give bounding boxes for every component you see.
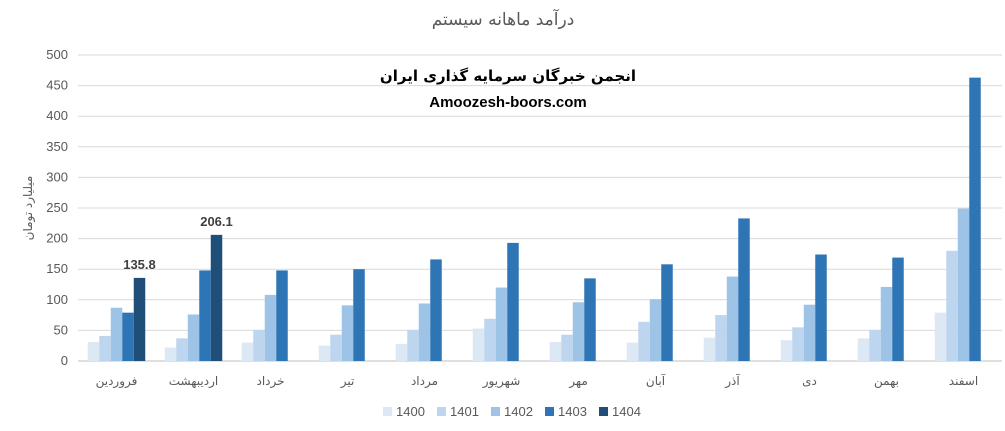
- x-tick-label: آبان: [646, 373, 666, 388]
- x-tick-label: خرداد: [256, 374, 284, 389]
- bar-1402-1: [187, 314, 200, 361]
- legend-swatch-1401: [437, 407, 446, 416]
- bar-1400-6: [549, 342, 562, 361]
- bar-1403-10: [892, 257, 904, 361]
- y-tick-label: 100: [46, 292, 68, 307]
- bar-1401-0: [99, 335, 111, 361]
- legend-entry: 1403: [558, 404, 587, 419]
- legend-entry: 1404: [612, 404, 641, 419]
- bar-1403-9: [815, 254, 827, 361]
- bar-1401-2: [253, 329, 265, 361]
- bar-1402-4: [418, 303, 431, 361]
- bar-1403-1: [199, 270, 211, 361]
- y-tick-label: 50: [54, 322, 68, 337]
- legend-swatch-1400: [383, 407, 392, 416]
- bar-1401-5: [484, 318, 496, 361]
- bar-1403-6: [584, 278, 596, 361]
- bar-1401-6: [561, 334, 573, 361]
- bar-1401-11: [946, 250, 958, 361]
- bar-1404-1: [210, 234, 223, 361]
- bar-1403-2: [276, 270, 288, 361]
- y-tick-label: 400: [46, 108, 68, 123]
- bar-1401-9: [792, 327, 804, 361]
- bar-1403-5: [507, 242, 519, 361]
- bar-1400-2: [241, 342, 254, 361]
- bar-1402-0: [110, 307, 123, 361]
- y-tick-label: 0: [61, 353, 68, 368]
- bar-1402-7: [649, 299, 662, 361]
- bar-1404-0: [133, 277, 146, 361]
- x-axis-labels: فروردین اردیبهشت خرداد تیر مرداد شهریور مهر آبا…: [96, 373, 979, 389]
- watermark-line-1: انجمن خبرگان سرمایه گذاری ایران: [380, 67, 636, 85]
- bar-1401-7: [638, 321, 650, 361]
- bar-1403-0: [122, 312, 134, 361]
- bar-1401-3: [330, 334, 342, 361]
- bar-1403-4: [430, 259, 442, 361]
- y-axis-label: میلیارد تومان: [21, 176, 36, 241]
- x-tick-label: آذر: [724, 373, 740, 389]
- bar-1402-9: [803, 304, 816, 361]
- x-tick-label: بهمن: [874, 374, 899, 389]
- y-tick-label: 450: [46, 78, 68, 93]
- bar-1402-2: [264, 294, 277, 361]
- y-tick-label: 250: [46, 200, 68, 215]
- x-tick-label: دی: [802, 374, 817, 388]
- data-label: 206.1: [200, 214, 233, 229]
- bar-1400-5: [472, 328, 485, 361]
- legend-entry: 1402: [504, 404, 533, 419]
- legend-entry: 1400: [396, 404, 425, 419]
- bar-1400-11: [934, 312, 947, 361]
- bar-1402-6: [572, 302, 585, 361]
- legend-swatch-1404: [599, 407, 608, 416]
- bar-1402-11: [957, 208, 970, 361]
- bar-1400-4: [395, 343, 408, 361]
- y-tick-label: 200: [46, 231, 68, 246]
- chart-title: درآمد ماهانه سیستم: [432, 8, 575, 30]
- bar-1403-3: [353, 269, 365, 361]
- x-tick-label: شهریور: [482, 374, 521, 389]
- bar-1400-1: [164, 347, 177, 361]
- bar-1401-8: [715, 315, 727, 361]
- x-tick-label: فروردین: [96, 374, 138, 389]
- y-tick-label: 500: [46, 47, 68, 62]
- bar-1401-10: [869, 329, 881, 361]
- bar-1403-11: [969, 77, 981, 362]
- x-tick-label: اسفند: [949, 374, 978, 388]
- bar-1400-8: [703, 337, 716, 361]
- bar-1401-1: [176, 338, 188, 361]
- legend: 1400 1401 1402 1403 1404: [383, 404, 641, 419]
- bar-1403-7: [661, 264, 673, 361]
- y-axis-ticks: 0 50 100 150 200 250 300 350 400 450 500: [46, 47, 68, 368]
- y-tick-label: 150: [46, 261, 68, 276]
- bars: [87, 77, 981, 362]
- y-tick-label: 350: [46, 139, 68, 154]
- bar-1401-4: [407, 329, 419, 361]
- legend-swatch-1403: [545, 407, 554, 416]
- watermark-line-2: Amoozesh-boors.com: [429, 94, 587, 111]
- bar-1403-8: [738, 218, 750, 361]
- bar-1400-7: [626, 342, 639, 361]
- bar-1402-10: [880, 286, 893, 361]
- bar-1400-0: [87, 342, 100, 361]
- bar-1400-3: [318, 345, 331, 361]
- legend-entry: 1401: [450, 404, 479, 419]
- data-labels: 135.8 206.1: [123, 214, 233, 272]
- data-label: 135.8: [123, 257, 156, 272]
- bar-1400-10: [857, 338, 870, 361]
- y-tick-label: 300: [46, 169, 68, 184]
- x-tick-label: مهر: [568, 374, 588, 389]
- bar-1402-8: [726, 276, 739, 361]
- legend-swatch-1402: [491, 407, 500, 416]
- x-tick-label: تیر: [340, 374, 355, 389]
- x-tick-label: مرداد: [411, 374, 438, 389]
- x-tick-label: اردیبهشت: [169, 374, 218, 389]
- bar-1400-9: [780, 340, 793, 361]
- bar-1402-3: [341, 305, 354, 361]
- bar-1402-5: [495, 287, 508, 361]
- gridlines: [78, 54, 1002, 362]
